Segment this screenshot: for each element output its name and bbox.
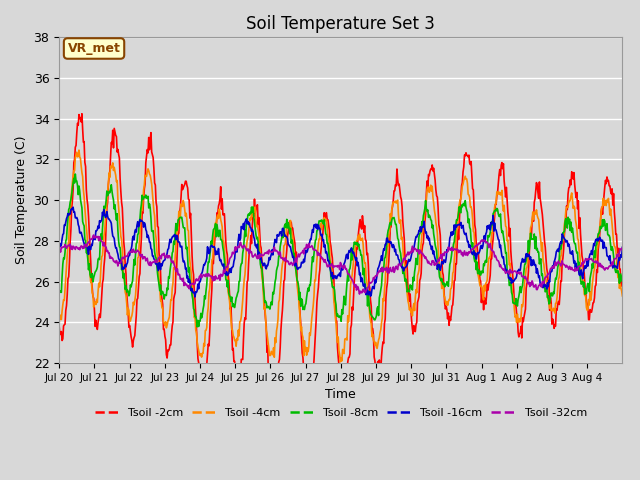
Tsoil -2cm — [253, 202, 261, 208]
Tsoil -32cm — [122, 253, 130, 259]
Tsoil -8cm — [72, 171, 79, 177]
Tsoil -4cm — [122, 292, 130, 298]
Tsoil -8cm — [55, 289, 63, 295]
Tsoil -16cm — [432, 258, 440, 264]
Tsoil -2cm — [432, 187, 440, 193]
Line: Tsoil -4cm: Tsoil -4cm — [59, 150, 622, 362]
Tsoil -16cm — [191, 294, 199, 300]
Tsoil -32cm — [618, 245, 626, 251]
Tsoil -4cm — [337, 359, 344, 365]
Line: Tsoil -32cm: Tsoil -32cm — [59, 235, 622, 294]
Tsoil -16cm — [401, 265, 408, 271]
Tsoil -4cm — [432, 220, 440, 226]
Tsoil -32cm — [356, 291, 364, 297]
Tsoil -4cm — [226, 298, 234, 304]
Tsoil -8cm — [193, 324, 201, 330]
Tsoil -8cm — [432, 245, 440, 251]
Tsoil -16cm — [227, 266, 234, 272]
Tsoil -8cm — [401, 272, 408, 277]
Line: Tsoil -16cm: Tsoil -16cm — [59, 207, 622, 297]
Tsoil -16cm — [276, 231, 284, 237]
Tsoil -16cm — [254, 253, 262, 259]
Tsoil -32cm — [90, 232, 97, 238]
Tsoil -32cm — [253, 256, 261, 262]
Title: Soil Temperature Set 3: Soil Temperature Set 3 — [246, 15, 435, 33]
Tsoil -8cm — [122, 283, 130, 288]
Tsoil -2cm — [618, 278, 626, 284]
Tsoil -4cm — [253, 223, 261, 229]
X-axis label: Time: Time — [325, 388, 356, 401]
Tsoil -32cm — [401, 255, 408, 261]
Tsoil -8cm — [227, 294, 234, 300]
Tsoil -16cm — [618, 244, 626, 250]
Tsoil -16cm — [69, 204, 77, 210]
Text: VR_met: VR_met — [68, 42, 120, 55]
Tsoil -2cm — [276, 357, 284, 362]
Tsoil -4cm — [618, 293, 626, 299]
Tsoil -4cm — [275, 299, 282, 305]
Tsoil -4cm — [55, 321, 63, 327]
Tsoil -2cm — [269, 402, 277, 408]
Tsoil -32cm — [432, 262, 440, 267]
Legend: Tsoil -2cm, Tsoil -4cm, Tsoil -8cm, Tsoil -16cm, Tsoil -32cm: Tsoil -2cm, Tsoil -4cm, Tsoil -8cm, Tsoi… — [90, 404, 591, 422]
Tsoil -2cm — [55, 323, 63, 329]
Tsoil -32cm — [275, 252, 282, 258]
Tsoil -4cm — [401, 261, 408, 266]
Tsoil -8cm — [618, 271, 626, 277]
Line: Tsoil -2cm: Tsoil -2cm — [59, 114, 622, 405]
Tsoil -4cm — [75, 147, 83, 153]
Tsoil -2cm — [78, 111, 86, 117]
Tsoil -8cm — [276, 253, 284, 259]
Tsoil -32cm — [226, 256, 234, 262]
Line: Tsoil -8cm: Tsoil -8cm — [59, 174, 622, 327]
Tsoil -2cm — [122, 271, 130, 276]
Tsoil -2cm — [401, 236, 408, 242]
Tsoil -8cm — [254, 240, 262, 245]
Y-axis label: Soil Temperature (C): Soil Temperature (C) — [15, 136, 28, 264]
Tsoil -16cm — [122, 264, 130, 270]
Tsoil -16cm — [55, 247, 63, 253]
Tsoil -2cm — [226, 291, 234, 297]
Tsoil -32cm — [55, 251, 63, 256]
